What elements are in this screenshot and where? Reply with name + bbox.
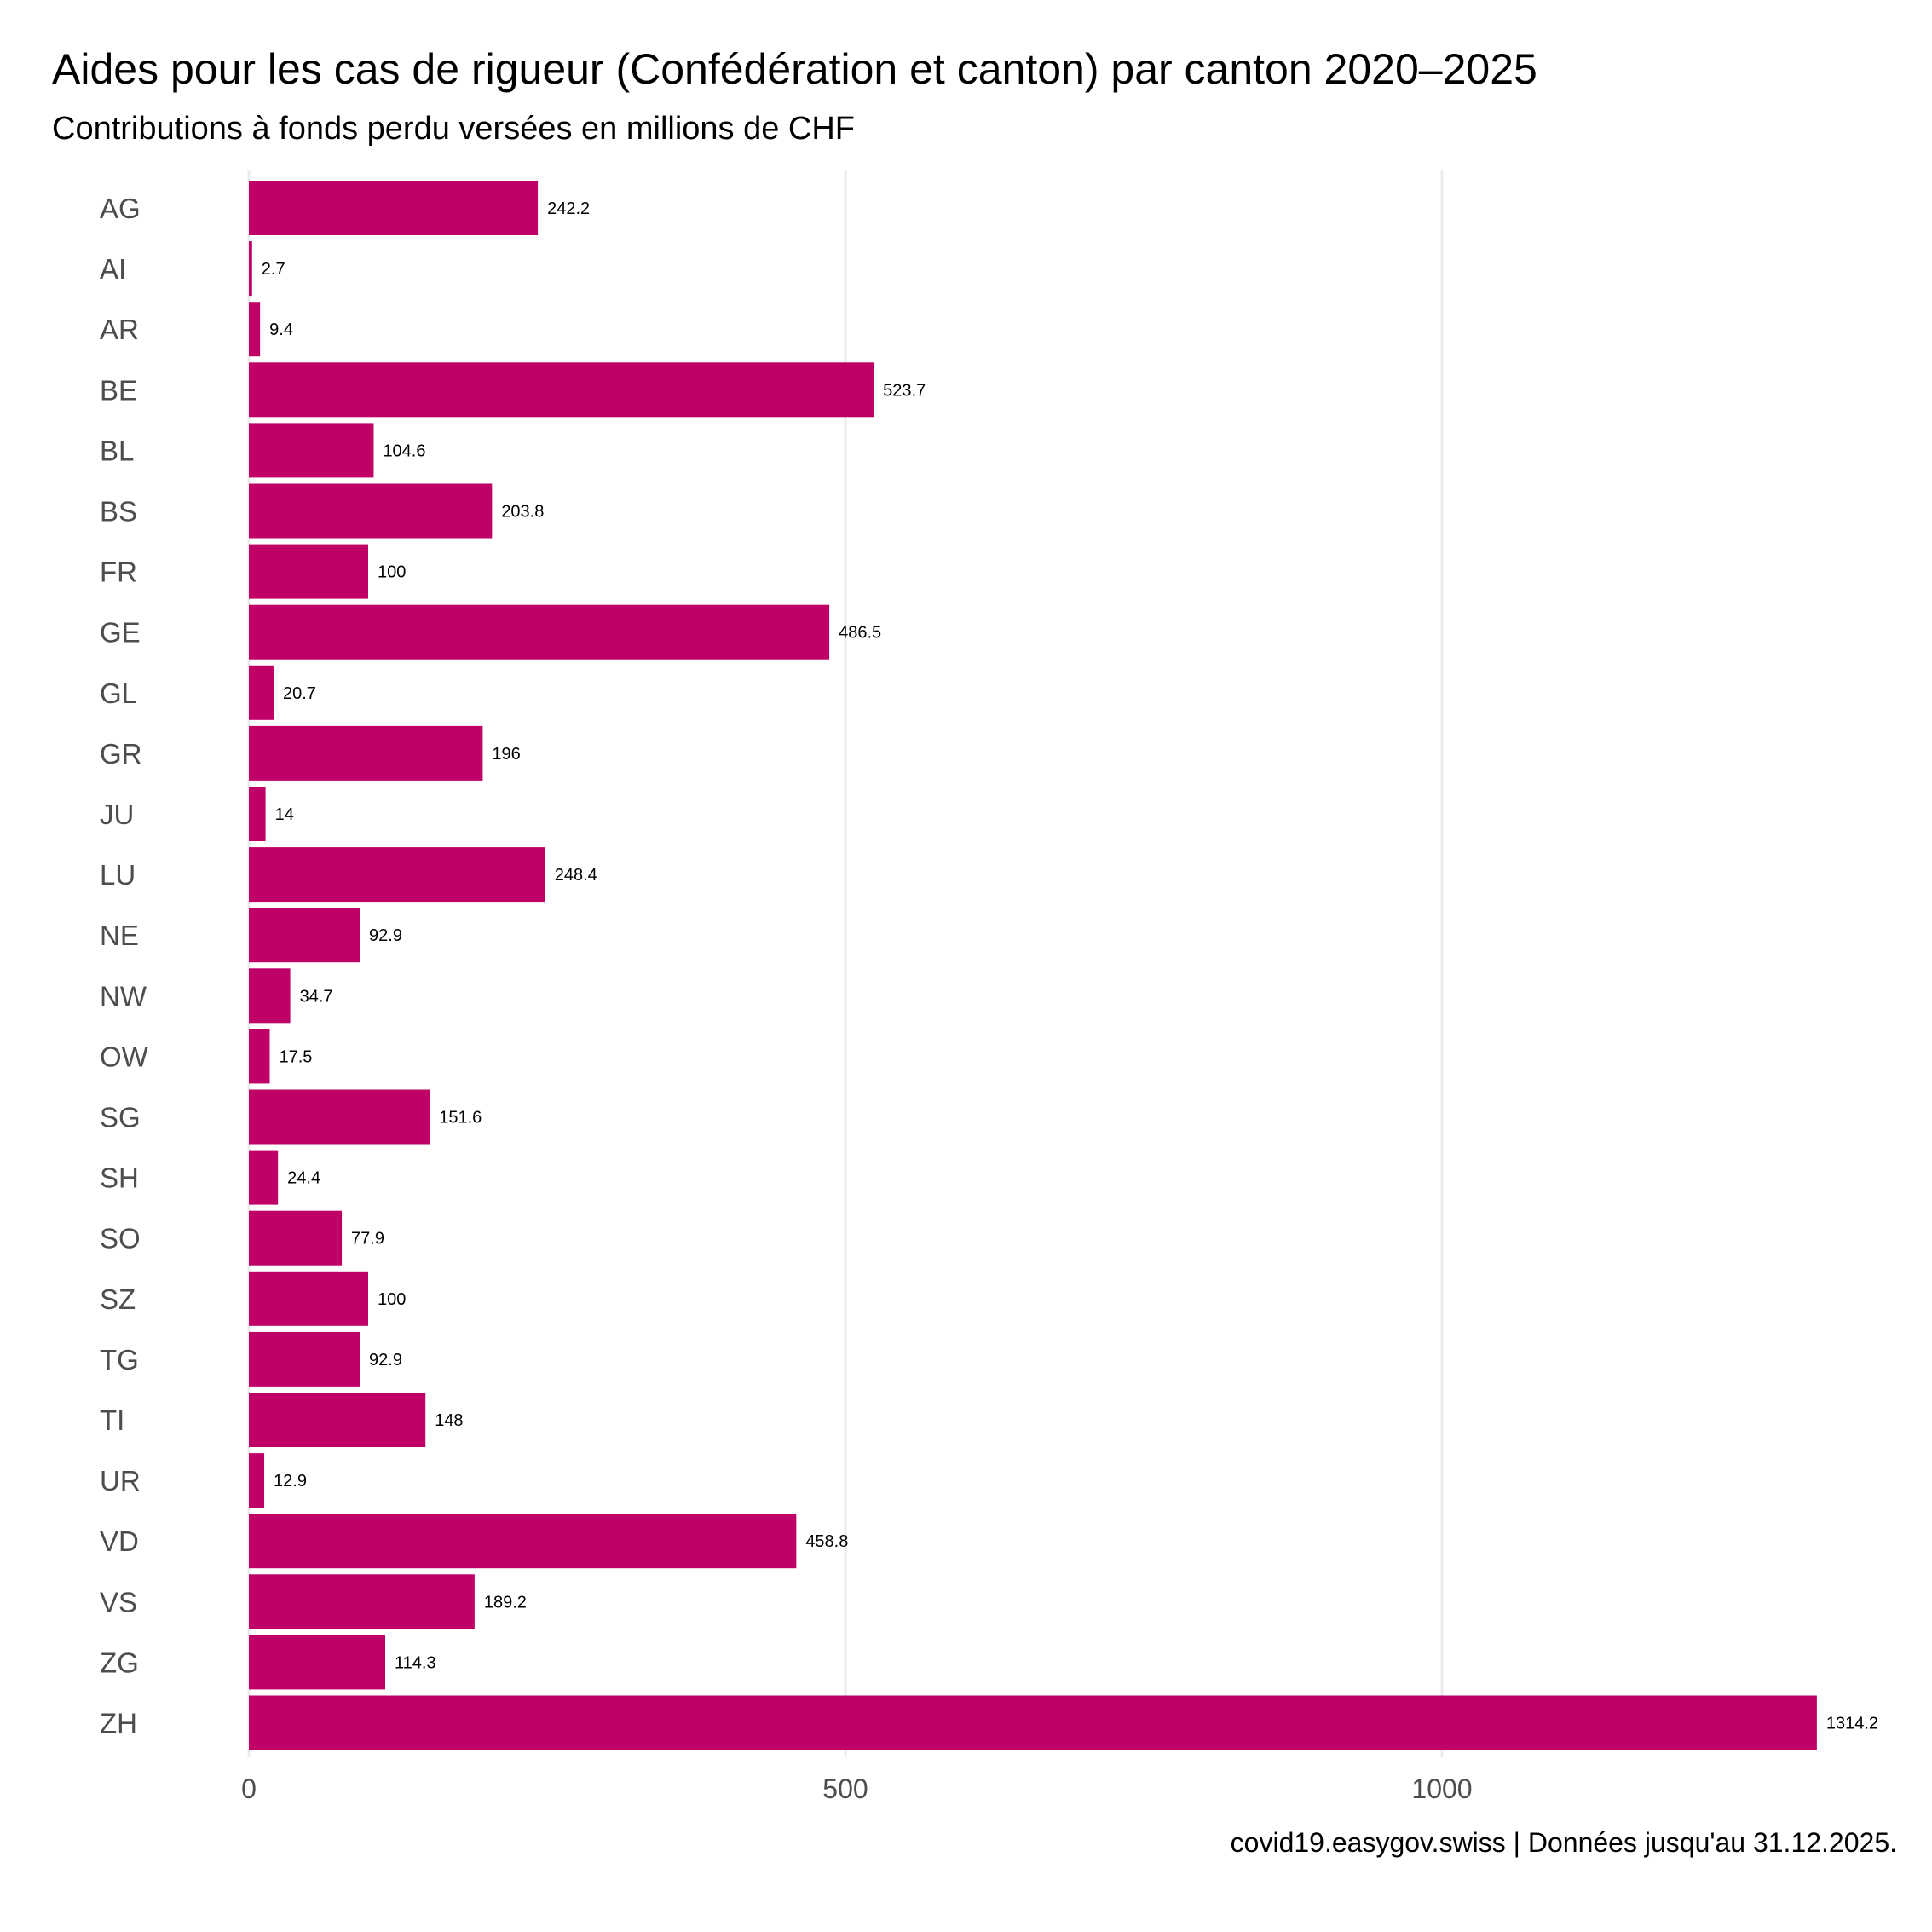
bar-ur[interactable]: [249, 1453, 265, 1508]
bar-zh[interactable]: [249, 1695, 1817, 1750]
value-label: 92.9: [369, 926, 402, 945]
category-label: GL: [100, 678, 137, 709]
value-label: 14: [275, 805, 294, 824]
bar-nw[interactable]: [249, 968, 291, 1024]
bar-so[interactable]: [249, 1210, 343, 1266]
value-label: 1314.2: [1826, 1715, 1878, 1733]
bar-vd[interactable]: [249, 1514, 797, 1569]
value-label: 203.8: [501, 503, 544, 522]
bar-ai[interactable]: [249, 241, 252, 297]
value-label: 196: [492, 745, 520, 764]
category-label: BS: [100, 496, 137, 528]
bar-ne[interactable]: [249, 908, 360, 963]
bar-ar[interactable]: [249, 302, 261, 357]
category-label: FR: [100, 557, 137, 588]
category-label: BL: [100, 435, 134, 466]
category-label: BE: [100, 374, 137, 406]
y-axis-labels: AG AI AR BE BL BS FR GE GL GR JU LU NE NW OW SG SH SO SZ TG…: [100, 193, 149, 1739]
value-label: 2.7: [262, 260, 285, 279]
x-tick-label: 500: [822, 1773, 868, 1804]
category-label: SG: [100, 1102, 141, 1133]
value-label: 12.9: [274, 1472, 307, 1491]
category-label: GE: [100, 617, 141, 649]
x-tick-label: 1000: [1411, 1773, 1472, 1804]
bar-bs[interactable]: [249, 483, 493, 539]
category-label: ZH: [100, 1708, 137, 1739]
bar-gl[interactable]: [249, 665, 274, 720]
bar-ag[interactable]: [249, 181, 539, 235]
bar-zg[interactable]: [249, 1635, 386, 1690]
category-label: TG: [100, 1344, 139, 1375]
value-label: 20.7: [283, 684, 316, 703]
chart-title: Aides pour les cas de rigueur (Confédéra…: [52, 45, 1537, 93]
category-label: NW: [100, 980, 147, 1012]
value-label: 242.2: [547, 199, 590, 218]
value-label: 24.4: [287, 1169, 320, 1188]
value-label: 486.5: [839, 624, 881, 643]
category-label: LU: [100, 859, 136, 891]
bar-lu[interactable]: [249, 847, 545, 903]
category-label: SZ: [100, 1283, 136, 1315]
bar-ju[interactable]: [249, 787, 266, 841]
category-label: AI: [100, 253, 126, 285]
category-label: VS: [100, 1586, 137, 1618]
chart-subtitle: Contributions à fonds perdu versées en m…: [52, 111, 856, 147]
category-label: GR: [100, 738, 142, 770]
value-label: 114.3: [395, 1653, 436, 1672]
bar-ow[interactable]: [249, 1029, 270, 1084]
bar-ge[interactable]: [249, 604, 830, 660]
category-label: JU: [100, 799, 134, 830]
value-label: 100: [378, 563, 406, 582]
category-label: TI: [100, 1404, 124, 1436]
value-label: 92.9: [369, 1351, 402, 1370]
value-label: 458.8: [805, 1532, 848, 1551]
value-label: 523.7: [883, 381, 926, 400]
category-label: AG: [100, 193, 141, 224]
bar-be[interactable]: [249, 362, 874, 418]
value-label: 151.6: [439, 1109, 482, 1127]
x-tick-label: 0: [241, 1773, 257, 1804]
category-label: NE: [100, 920, 139, 951]
category-label: SO: [100, 1223, 141, 1254]
value-label: 148: [435, 1411, 463, 1430]
value-label: 9.4: [269, 320, 293, 339]
category-label: SH: [100, 1162, 139, 1194]
value-label: 77.9: [351, 1230, 384, 1249]
bar-tg[interactable]: [249, 1331, 360, 1387]
bar-fr[interactable]: [249, 544, 368, 599]
category-label: UR: [100, 1465, 141, 1497]
category-label: AR: [100, 314, 139, 345]
bar-sz[interactable]: [249, 1271, 368, 1326]
value-labels: 242.2 2.7 9.4 523.7 104.6 203.8 100 486.5 20.7 19…: [262, 199, 1878, 1733]
bar-sh[interactable]: [249, 1150, 279, 1205]
value-label: 104.6: [383, 441, 425, 460]
value-label: 34.7: [300, 987, 333, 1006]
bar-vs[interactable]: [249, 1574, 475, 1629]
bar-ti[interactable]: [249, 1393, 426, 1447]
category-label: VD: [100, 1525, 139, 1557]
chart-caption: covid19.easygov.swiss | Données jusqu'au…: [1230, 1827, 1897, 1858]
value-label: 189.2: [484, 1593, 527, 1612]
x-axis-ticks: 0 500 1000: [241, 1773, 1472, 1804]
bar-sg[interactable]: [249, 1089, 430, 1145]
category-label: OW: [100, 1041, 149, 1072]
bars: [249, 181, 1817, 1750]
category-label: ZG: [100, 1647, 139, 1678]
bar-bl[interactable]: [249, 423, 374, 478]
value-label: 248.4: [555, 866, 597, 885]
bar-gr[interactable]: [249, 725, 483, 781]
value-label: 100: [378, 1290, 406, 1309]
value-label: 17.5: [280, 1047, 313, 1066]
